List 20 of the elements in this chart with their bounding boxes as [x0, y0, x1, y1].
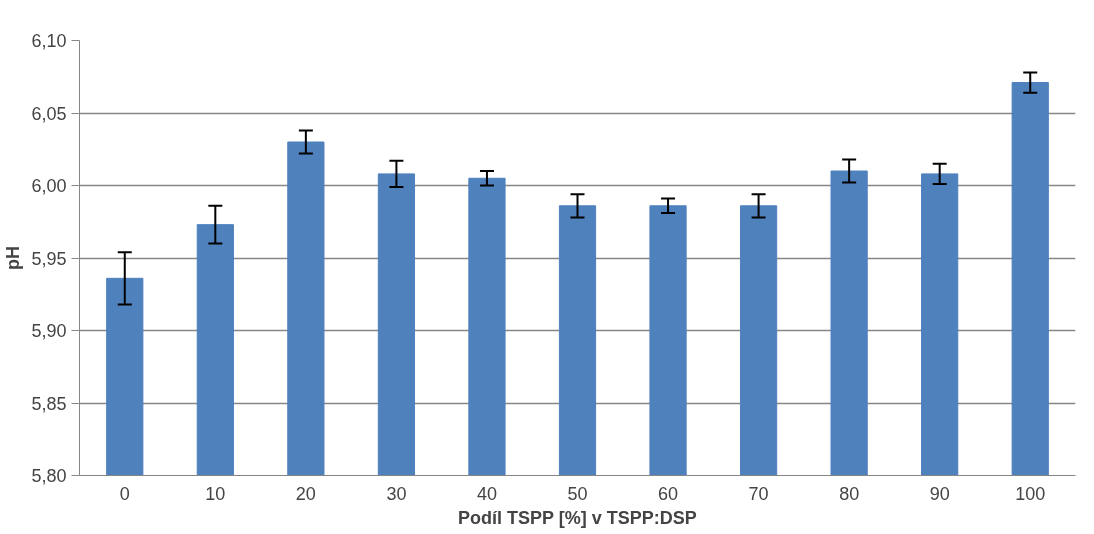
x-tick-label: 90 [929, 483, 950, 504]
x-tick-label: 0 [119, 483, 130, 504]
y-tick-label: 6,05 [31, 103, 67, 124]
x-tick-label: 60 [658, 483, 679, 504]
y-tick-label: 5,95 [31, 248, 67, 269]
x-tick-label: 70 [748, 483, 769, 504]
x-tick-label: 80 [839, 483, 860, 504]
x-axis-title: Podíl TSPP [%] v TSPP:DSP [457, 507, 697, 528]
y-tick-label: 6,10 [31, 31, 67, 51]
x-tick-label: 50 [567, 483, 588, 504]
x-tick-label: 40 [476, 483, 497, 504]
x-tick-label: 20 [295, 483, 316, 504]
y-tick-label: 5,80 [31, 466, 67, 486]
y-tick-label: 5,90 [31, 321, 67, 341]
x-tick-label: 10 [205, 483, 226, 504]
y-tick-label: 5,85 [31, 393, 67, 414]
x-tick-label: 30 [386, 483, 407, 504]
y-tick-label: 6,00 [31, 176, 67, 196]
x-tick-label: 100 [1015, 483, 1046, 504]
y-axis-title: pH [3, 246, 24, 270]
